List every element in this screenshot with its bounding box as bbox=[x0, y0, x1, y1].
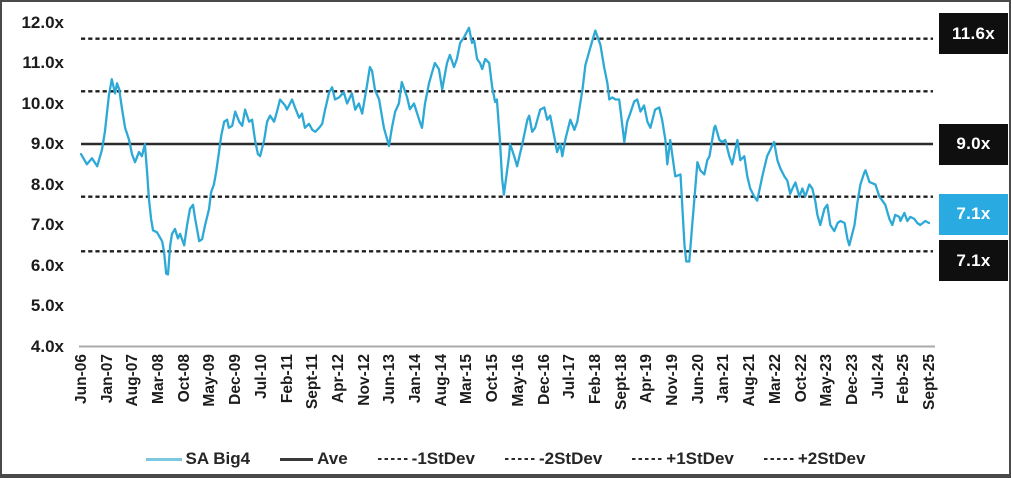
legend-label: +2StDev bbox=[797, 449, 866, 468]
legend-swatch-solid-icon bbox=[280, 457, 314, 461]
y-tick-label: 4.0x bbox=[30, 336, 64, 356]
x-tick-label: Feb-11 bbox=[278, 354, 296, 404]
legend-swatch-cyan-icon bbox=[145, 457, 182, 461]
y-tick-label: 11.0x bbox=[22, 53, 64, 72]
x-tick-label: May-09 bbox=[201, 354, 219, 407]
x-tick-label: Jan-21 bbox=[715, 354, 733, 404]
x-tick-label: Oct-15 bbox=[484, 354, 502, 403]
y-tick-label: 7.0x bbox=[30, 215, 64, 234]
value-box: 9.0x bbox=[939, 123, 1008, 165]
legend-label: -1StDev bbox=[411, 449, 475, 468]
x-tick-label: Aug-14 bbox=[432, 354, 450, 407]
y-tick-label: 6.0x bbox=[30, 255, 64, 275]
current-value-box: 7.1x bbox=[939, 193, 1008, 235]
x-tick-label: Apr-19 bbox=[638, 354, 656, 404]
x-tick-label: Mar-15 bbox=[458, 354, 476, 404]
y-tick-label: 12.0x bbox=[21, 12, 64, 32]
legend-label: +1StDev bbox=[666, 449, 734, 468]
x-tick-label: Sept-18 bbox=[612, 354, 630, 410]
x-tick-label: Mar-22 bbox=[766, 354, 784, 404]
value-box: 11.6x bbox=[939, 13, 1008, 55]
legend-label: Ave bbox=[317, 449, 348, 468]
x-tick-label: May-16 bbox=[509, 354, 527, 407]
y-tick-label: 5.0x bbox=[30, 296, 64, 315]
x-tick-label: Jun-06 bbox=[73, 354, 90, 404]
x-tick-label: Jul-10 bbox=[252, 354, 270, 399]
x-tick-label: Nov-12 bbox=[355, 354, 373, 406]
y-tick-label: 8.0x bbox=[30, 174, 64, 194]
x-tick-label: Jun-13 bbox=[381, 354, 399, 404]
x-tick-label: Oct-08 bbox=[175, 354, 193, 403]
legend-swatch-dashed-icon bbox=[377, 457, 408, 461]
x-tick-label: May-23 bbox=[818, 354, 836, 407]
x-tick-label: Mar-08 bbox=[150, 354, 168, 404]
x-tick-label: Dec-09 bbox=[227, 354, 245, 405]
x-tick-label: Jan-14 bbox=[407, 354, 425, 404]
x-tick-label: Jul-24 bbox=[869, 354, 887, 399]
legend-item--1stdev: +1StDev bbox=[632, 449, 734, 469]
y-tick-label: 10.0x bbox=[21, 93, 64, 113]
legend-item--1stdev: -1StDev bbox=[377, 449, 475, 469]
x-tick-label: Nov-19 bbox=[664, 354, 682, 406]
legend-item-ave: Ave bbox=[280, 449, 348, 469]
x-tick-label: Jul-17 bbox=[561, 354, 579, 399]
x-tick-label: Aug-07 bbox=[124, 354, 142, 407]
legend-swatch-dashed-icon bbox=[763, 457, 794, 461]
x-tick-label: Feb-18 bbox=[586, 354, 604, 404]
value-box: 7.1x bbox=[939, 240, 1008, 282]
y-tick-label: 9.0x bbox=[30, 134, 64, 153]
legend-swatch-dashed-icon bbox=[504, 457, 535, 461]
legend-item-sa-big4: SA Big4 bbox=[145, 449, 251, 469]
legend-label: -2StDev bbox=[538, 449, 603, 468]
x-tick-label: Aug-21 bbox=[741, 354, 759, 407]
x-tick-label: Jan-07 bbox=[98, 354, 116, 404]
legend-label: SA Big4 bbox=[185, 449, 251, 468]
legend-swatch-dashed-icon bbox=[632, 457, 663, 461]
x-tick-label: Dec-16 bbox=[535, 354, 553, 405]
x-tick-label: Feb-25 bbox=[895, 354, 913, 404]
x-tick-label: Apr-12 bbox=[329, 354, 347, 404]
x-tick-label: Sept-25 bbox=[921, 354, 938, 410]
series-line-sa-big4 bbox=[79, 26, 931, 276]
legend-item--2stdev: +2StDev bbox=[763, 449, 866, 469]
x-tick-label: Oct-22 bbox=[792, 354, 810, 403]
x-tick-label: Sept-11 bbox=[304, 354, 322, 410]
legend: SA Big4 Ave -1StDev -2StDev +1StDev +2StDev bbox=[2, 445, 1009, 473]
legend-item--2stdev: -2StDev bbox=[504, 449, 603, 469]
x-tick-label: Jun-20 bbox=[689, 354, 707, 404]
x-tick-label: Dec-23 bbox=[843, 354, 861, 405]
